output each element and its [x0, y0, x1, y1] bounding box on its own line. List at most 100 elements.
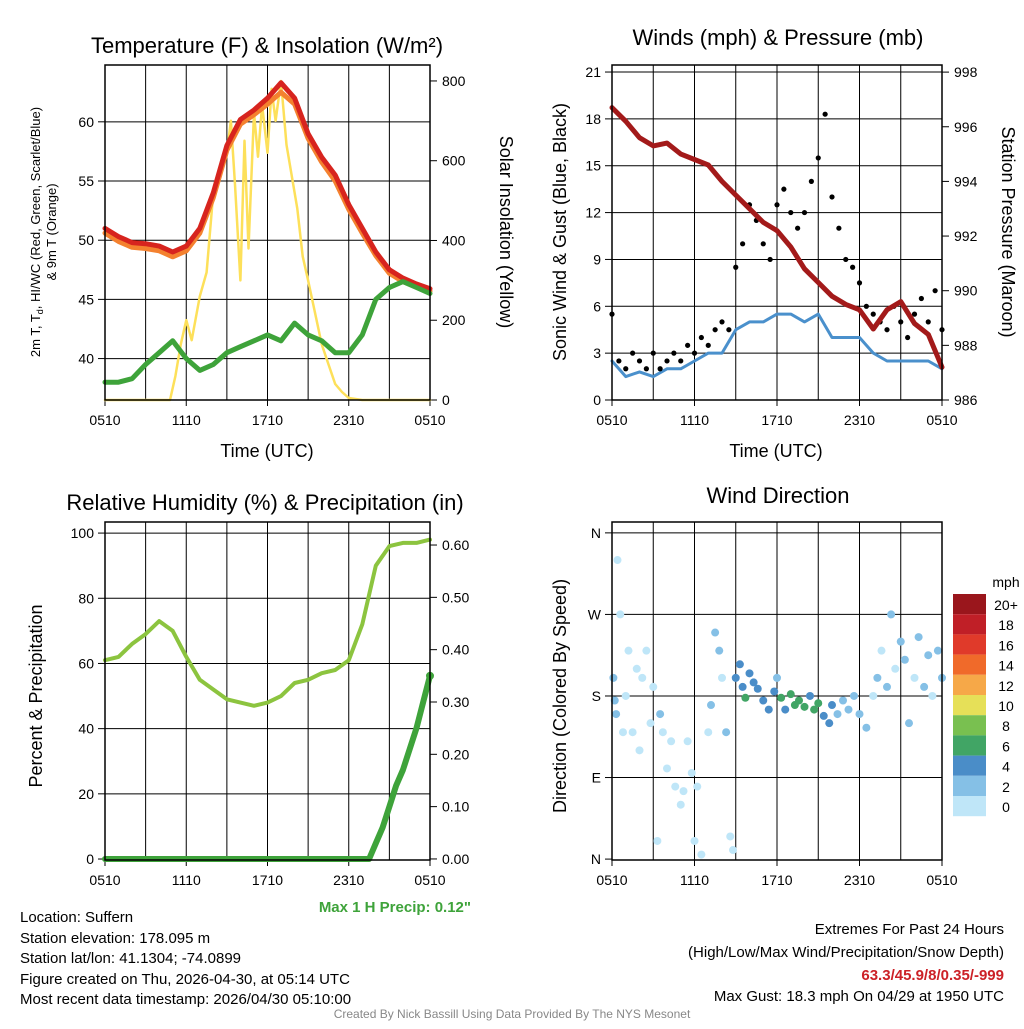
wind-direction-point — [833, 710, 842, 719]
legend-swatch — [953, 594, 986, 615]
wind-direction-point — [933, 646, 942, 655]
humidity-title: Relative Humidity (%) & Precipitation (i… — [66, 490, 463, 515]
speed-legend: 20+ 18 16 14 12 10 8 6 4 2 0 — [953, 594, 1018, 817]
gust-point — [932, 288, 938, 294]
x-tick-label: 0510 — [414, 872, 445, 888]
wind-direction-point — [781, 705, 790, 714]
y2-tick-label: 600 — [442, 153, 466, 169]
solar-ylabel: Solar Insolation (Yellow) — [496, 136, 516, 328]
y2-tick-label: 0.50 — [442, 589, 469, 605]
wind-direction-point — [828, 701, 836, 710]
wind-direction-point — [609, 673, 618, 682]
legend-swatch — [953, 755, 986, 776]
y2-tick-label: 0.30 — [442, 694, 469, 710]
gust-point — [691, 350, 698, 356]
wind-direction-point — [862, 723, 871, 732]
gust-point — [843, 256, 849, 263]
gust-point — [795, 225, 801, 231]
gust-point — [801, 209, 808, 216]
x-tick-label: 1110 — [172, 872, 201, 888]
wind-direction-point — [642, 646, 651, 655]
y-tick-label: N — [591, 851, 601, 867]
x-tick-label: 0510 — [596, 412, 627, 428]
wind-direction-point — [738, 682, 747, 691]
gust-point — [643, 366, 649, 372]
wind-direction-point — [877, 646, 886, 655]
y-tick-label: 60 — [78, 114, 94, 130]
winds-panel: Winds (mph) & Pressure (mb) Time (UTC) S… — [550, 25, 1018, 461]
y-tick-label: 21 — [585, 64, 601, 80]
wind-direction-point — [711, 628, 720, 637]
gust-point — [630, 350, 636, 356]
temperature-title: Temperature (F) & Insolation (W/m²) — [91, 33, 443, 58]
temperature-2m-line — [102, 80, 433, 292]
extremes-subtitle: (High/Low/Max Wind/Precipitation/Snow De… — [688, 944, 1004, 961]
legend-label: 14 — [998, 658, 1014, 674]
legend-label: 20+ — [994, 597, 1018, 613]
wind-direction-point — [632, 664, 641, 673]
wind-direction-point — [896, 637, 905, 646]
y-tick-label: 3 — [593, 345, 601, 361]
legend-swatch — [953, 614, 986, 635]
y2-tick-label: 0.00 — [442, 851, 469, 867]
x-tick-label: 2310 — [333, 872, 364, 888]
legend-swatch — [953, 695, 986, 716]
y2-tick-label: 0.20 — [442, 746, 469, 762]
wind-direction-point — [810, 705, 819, 714]
wind-direction-point — [806, 691, 814, 700]
wind-direction-point — [759, 696, 768, 705]
wind-direction-point — [741, 693, 750, 702]
wind-direction-point — [869, 691, 878, 700]
y2-tick-label: 992 — [954, 228, 978, 244]
wind-direction-point — [718, 673, 726, 682]
x-tick-label: 0510 — [89, 872, 120, 888]
y2-tick-label: 200 — [442, 312, 466, 328]
gust-point — [719, 319, 725, 325]
y-tick-label: 18 — [585, 111, 601, 127]
wind-direction-point — [914, 633, 923, 642]
legend-label: 4 — [1002, 759, 1010, 775]
wind-direction-point — [693, 782, 702, 791]
wind-direction-point — [825, 719, 834, 728]
wind-direction-point — [704, 728, 713, 737]
y2-tick-label: 996 — [954, 119, 978, 135]
legend-swatch — [953, 796, 986, 817]
gust-point — [650, 350, 656, 356]
plot-frame — [611, 521, 943, 861]
legend-swatch — [953, 674, 986, 695]
wind-direction-point — [649, 682, 658, 691]
wind-direction-point — [667, 737, 676, 746]
wind-direction-point — [844, 705, 853, 714]
wind-direction-point — [887, 610, 896, 619]
y-tick-label: N — [591, 525, 601, 541]
wind-direction-ylabel: Direction (Colored By Speed) — [550, 579, 570, 813]
gust-point — [918, 295, 924, 302]
gust-point — [712, 327, 718, 333]
wind-direction-point — [814, 699, 823, 708]
created-text: Figure created on Thu, 2026-04-30, at 05… — [20, 971, 350, 988]
gust-point — [726, 327, 732, 333]
wind-direction-point — [749, 678, 758, 687]
gust-point — [760, 241, 766, 247]
x-tick-label: 1710 — [761, 412, 792, 428]
y-tick-label: 40 — [78, 721, 94, 737]
y-tick-label: 9 — [593, 251, 601, 267]
plot-frame — [104, 64, 431, 401]
y-tick-label: 50 — [78, 232, 94, 248]
gust-point — [657, 366, 663, 372]
humidity-panel: Relative Humidity (%) & Precipitation (i… — [26, 490, 471, 916]
y2-tick-label: 988 — [954, 337, 978, 353]
wind-direction-point — [777, 693, 786, 702]
wind-direction-point — [855, 710, 864, 719]
wind-direction-point — [619, 728, 627, 737]
gust-point — [836, 225, 842, 231]
wind-direction-point — [671, 782, 680, 791]
wind-direction-point — [745, 669, 754, 678]
x-tick-label: 0510 — [926, 412, 957, 428]
gust-point — [781, 186, 787, 192]
gust-point — [705, 342, 711, 348]
wind-direction-point — [891, 664, 900, 673]
recent-data-text: Most recent data timestamp: 2026/04/30 0… — [20, 991, 351, 1008]
precipitation-line — [102, 672, 433, 862]
gust-point — [685, 342, 691, 348]
